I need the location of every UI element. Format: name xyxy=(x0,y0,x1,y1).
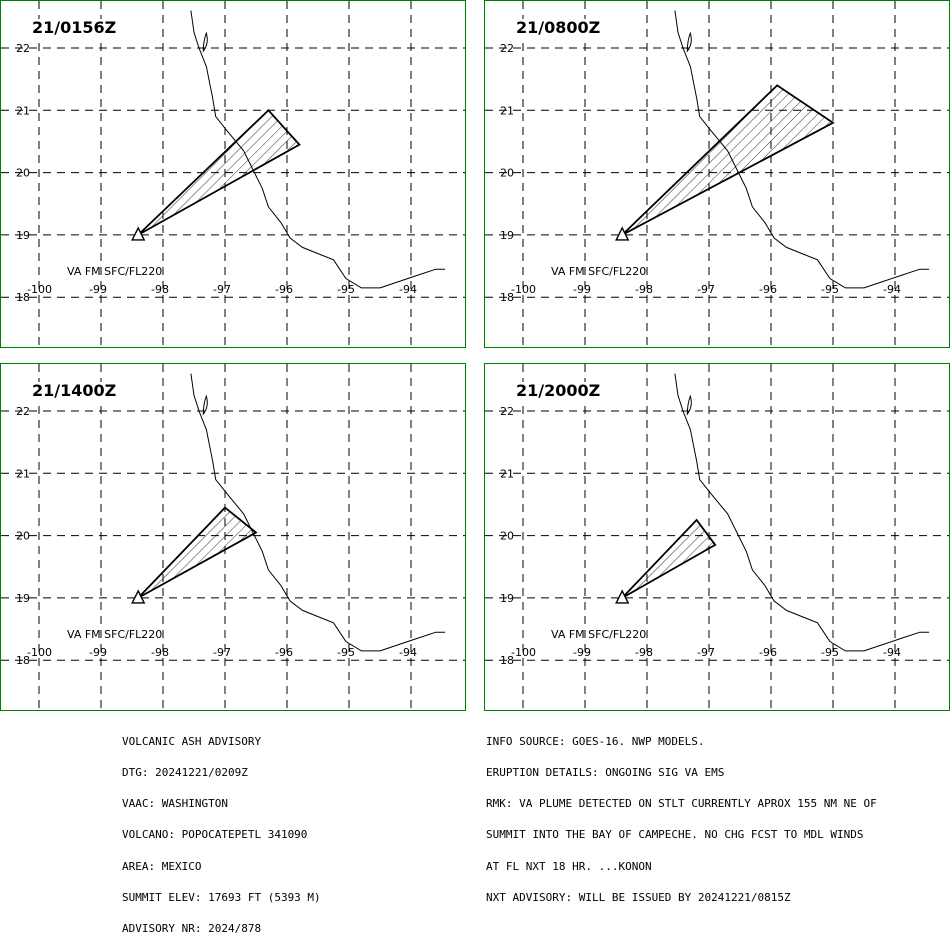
coastline xyxy=(190,10,446,289)
lon-label: -96 xyxy=(275,283,293,296)
panel-time-3: 21/1400Z xyxy=(31,381,118,400)
panel-time-1: 21/0156Z xyxy=(31,18,118,37)
lon-label: -97 xyxy=(213,646,231,659)
lat-label: 22 xyxy=(500,405,514,418)
map-panel-2: 22 21 20 19 18 -100 -99 -98 -97 -96 -95 -94 VA FM SF… xyxy=(484,0,950,348)
lat-label: 21 xyxy=(500,104,514,117)
advisory-area: AREA: MEXICO xyxy=(122,859,202,873)
map-svg-1: 22 21 20 19 18-100 -99 -98 -97 -96 -95 -94 VA FM SF… xyxy=(1,1,465,347)
lat-label: 18 xyxy=(500,291,514,304)
lat-label: 20 xyxy=(500,167,514,180)
lon-label: -100 xyxy=(511,646,536,659)
lagoon xyxy=(686,31,692,53)
ash-plume-polygon xyxy=(621,518,717,599)
lon-label: -99 xyxy=(573,283,591,296)
lon-label: -95 xyxy=(337,283,355,296)
advisory-number: ADVISORY NR: 2024/878 xyxy=(122,922,262,936)
lagoon xyxy=(202,31,208,53)
volcano-icon xyxy=(615,226,630,241)
advisory-vaac: VAAC: WASHINGTON xyxy=(122,797,228,811)
lat-label: 19 xyxy=(500,229,514,242)
volcano-icon xyxy=(131,226,146,241)
lon-label: -100 xyxy=(27,283,52,296)
lat-label: 19 xyxy=(16,592,30,605)
lat-label: 18 xyxy=(16,654,30,667)
lon-label: -97 xyxy=(697,646,715,659)
lat-label: 21 xyxy=(16,104,30,117)
lat-label: 21 xyxy=(500,467,514,480)
advisory-remark-line-1: RMK: VA PLUME DETECTED ON STLT CURRENTLY… xyxy=(486,797,877,811)
lon-label: -95 xyxy=(821,283,839,296)
coastline xyxy=(674,10,930,289)
lon-label: -94 xyxy=(399,283,417,296)
lon-label: -97 xyxy=(697,283,715,296)
ash-plume-polygon xyxy=(137,506,258,599)
lon-label: -94 xyxy=(883,646,901,659)
map-panel-1: 22 21 20 19 18 -100 -99 -98 -97 -96 -95 -94 VA FM SF… xyxy=(0,0,466,348)
lon-label: -99 xyxy=(89,646,107,659)
map-panel-3: 22 21 20 19 18 -100 -99 -98 -97 -96 -95 -94 VA FM SF… xyxy=(0,363,466,711)
lon-label: -96 xyxy=(759,646,777,659)
advisory-header-block: VOLCANIC ASH ADVISORY DTG: 20241221/0209… xyxy=(122,716,321,945)
lat-label: 21 xyxy=(16,467,30,480)
lat-label: 19 xyxy=(16,229,30,242)
lon-label: -94 xyxy=(883,283,901,296)
advisory-next: NXT ADVISORY: WILL BE ISSUED BY 20241221… xyxy=(486,890,791,904)
lon-label: -94 xyxy=(399,646,417,659)
advisory-details-block: INFO SOURCE: GOES-16. NWP MODELS. ERUPTI… xyxy=(486,716,877,914)
lon-label: -98 xyxy=(635,646,653,659)
coastline xyxy=(190,373,446,652)
lat-label: 22 xyxy=(16,405,30,418)
advisory-dtg: DTG: 20241221/0209Z xyxy=(122,766,248,780)
advisory-summit-elev: SUMMIT ELEV: 17693 FT (5393 M) xyxy=(122,890,321,904)
advisory-remark-line-2: SUMMIT INTO THE BAY OF CAMPECHE. NO CHG … xyxy=(486,828,864,842)
volcano-icon xyxy=(131,589,146,604)
lon-label: -98 xyxy=(151,646,169,659)
va-level-label: VA FM SFC/FL220 xyxy=(551,265,646,278)
va-level-label: VA FM SFC/FL220 xyxy=(67,628,162,641)
advisory-remark-line-3: AT FL NXT 18 HR. ...KONON xyxy=(486,859,652,873)
map-svg-3: 22 21 20 19 18-100 -99 -98 -97 -96 -95 -94 VA FM SF… xyxy=(1,364,465,710)
coastline xyxy=(674,373,930,652)
map-svg-2: 22 21 20 19 18-100 -99 -98 -97 -96 -95 -94 VA FM SF… xyxy=(485,1,949,347)
advisory-title: VOLCANIC ASH ADVISORY xyxy=(122,734,262,748)
lat-label: 18 xyxy=(16,291,30,304)
lat-label: 22 xyxy=(16,42,30,55)
lat-label: 22 xyxy=(500,42,514,55)
lat-label: 18 xyxy=(500,654,514,667)
lon-label: -98 xyxy=(151,283,169,296)
lon-label: -98 xyxy=(635,283,653,296)
lagoon xyxy=(202,394,208,416)
ash-plume-polygon xyxy=(137,109,301,236)
va-level-label: VA FM SFC/FL220 xyxy=(67,265,162,278)
lagoon xyxy=(686,394,692,416)
lat-label: 19 xyxy=(500,592,514,605)
lon-label: -100 xyxy=(511,283,536,296)
lon-label: -96 xyxy=(275,646,293,659)
advisory-eruption-details: ERUPTION DETAILS: ONGOING SIG VA EMS xyxy=(486,766,725,780)
map-svg-4: 22 21 20 19 18-100 -99 -98 -97 -96 -95 -94 VA FM SF… xyxy=(485,364,949,710)
panel-time-2: 21/0800Z xyxy=(515,18,602,37)
lon-label: -100 xyxy=(27,646,52,659)
lon-label: -95 xyxy=(821,646,839,659)
volcano-icon xyxy=(615,589,630,604)
lat-label: 20 xyxy=(16,167,30,180)
advisory-volcano: VOLCANO: POPOCATEPETL 341090 xyxy=(122,828,308,842)
lon-label: -97 xyxy=(213,283,231,296)
va-level-label: VA FM SFC/FL220 xyxy=(551,628,646,641)
map-panel-4: 22 21 20 19 18 -100 -99 -98 -97 -96 -95 -94 VA FM SF… xyxy=(484,363,950,711)
lon-label: -96 xyxy=(759,283,777,296)
advisory-info-source: INFO SOURCE: GOES-16. NWP MODELS. xyxy=(486,734,705,748)
lon-label: -99 xyxy=(573,646,591,659)
lat-label: 20 xyxy=(500,530,514,543)
lon-label: -99 xyxy=(89,283,107,296)
ash-plume-polygon xyxy=(621,84,835,236)
lat-label: 20 xyxy=(16,530,30,543)
lon-label: -95 xyxy=(337,646,355,659)
panel-time-4: 21/2000Z xyxy=(515,381,602,400)
